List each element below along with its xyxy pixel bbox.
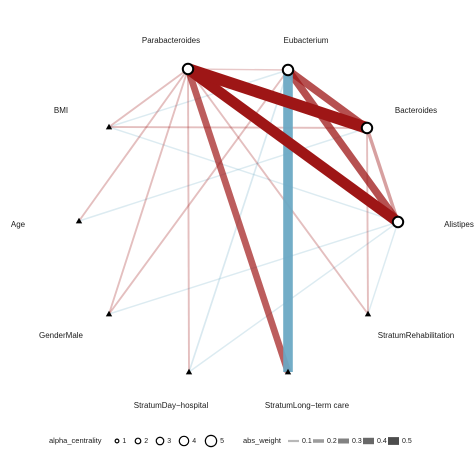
label-gendermale: GenderMale [39,331,84,340]
node-eubacterium [281,63,295,77]
node-stratumlongtermcare [284,368,292,375]
node-stratumdayhospital [185,368,193,375]
legend-size-4-icon [178,435,190,447]
nodes-layer [75,62,405,375]
edge-bacteroides-bmi [108,126,368,129]
legend-weight-0-2-label: 0.2 [327,438,337,445]
legend-weight-0-5-label: 0.5 [402,438,412,445]
label-parabacteroides: Parabacteroides [142,36,200,45]
legend-title-abs-weight: abs_weight [243,436,282,445]
node-parabacteroides [181,62,195,76]
label-stratumdayhospital: StratumDay−hospital [134,401,209,410]
legend-size-5-label: 5 [220,438,224,445]
label-stratumrehabilitation: StratumRehabilitation [378,331,454,340]
edge-eubacterium-alistipes [285,67,401,225]
label-stratumlongtermcare: StratumLong−term care [265,401,350,410]
edge-bacteroides-stratumrehabilitation [366,127,369,315]
edge-parabacteroides-stratumlongtermcare [184,67,292,374]
node-alistipes [391,215,405,229]
labels-layer: Parabacteroides Eubacterium Bacteroides Ali… [11,36,474,410]
node-bacteroides [360,121,374,135]
edge-alistipes-bmi [108,126,399,223]
legend-size-5-icon [204,434,218,448]
edge-alistipes-stratumrehabilitation [367,221,399,315]
label-bmi: BMI [54,106,68,115]
node-age [75,217,83,224]
legend-weight-0-3-label: 0.3 [352,438,362,445]
edge-parabacteroides-gendermale [108,68,189,315]
legend-title-alpha-centrality: alpha_centrality [49,436,102,445]
node-bmi [105,123,113,130]
edge-parabacteroides-bacteroides [186,63,369,134]
edge-eubacterium-gendermale [108,69,289,315]
label-alistipes: Alistipes [444,220,474,229]
legend: alpha_centrality 1 2 3 4 5 abs_weight 0.1 0.2 0.3… [49,434,412,448]
legend-size-2-label: 2 [144,438,148,445]
legend-size-3-label: 3 [167,438,171,445]
edge-parabacteroides-stratumrehabilitation [187,68,369,315]
label-eubacterium: Eubacterium [284,36,329,45]
legend-size-4-label: 4 [192,438,196,445]
edge-parabacteroides-alistipes [184,64,402,227]
edges-layer [78,63,402,374]
edge-alistipes-stratumdayhospital [188,221,399,373]
legend-size-1-label: 1 [122,438,126,445]
edge-parabacteroides-age [78,68,189,222]
legend-size-1-icon [114,438,120,444]
label-age: Age [11,220,26,229]
edge-parabacteroides-stratumdayhospital [187,68,190,373]
edge-bacteroides-alistipes [365,127,400,223]
node-stratumrehabilitation [364,310,372,317]
legend-weight-0-1-label: 0.1 [302,438,312,445]
label-bacteroides: Bacteroides [395,106,437,115]
legend-weight-0-4-label: 0.4 [377,438,387,445]
node-gendermale [105,310,113,317]
edge-parabacteroides-bmi [108,68,189,128]
legend-size-2-icon [134,437,142,445]
legend-size-3-icon [155,436,165,446]
